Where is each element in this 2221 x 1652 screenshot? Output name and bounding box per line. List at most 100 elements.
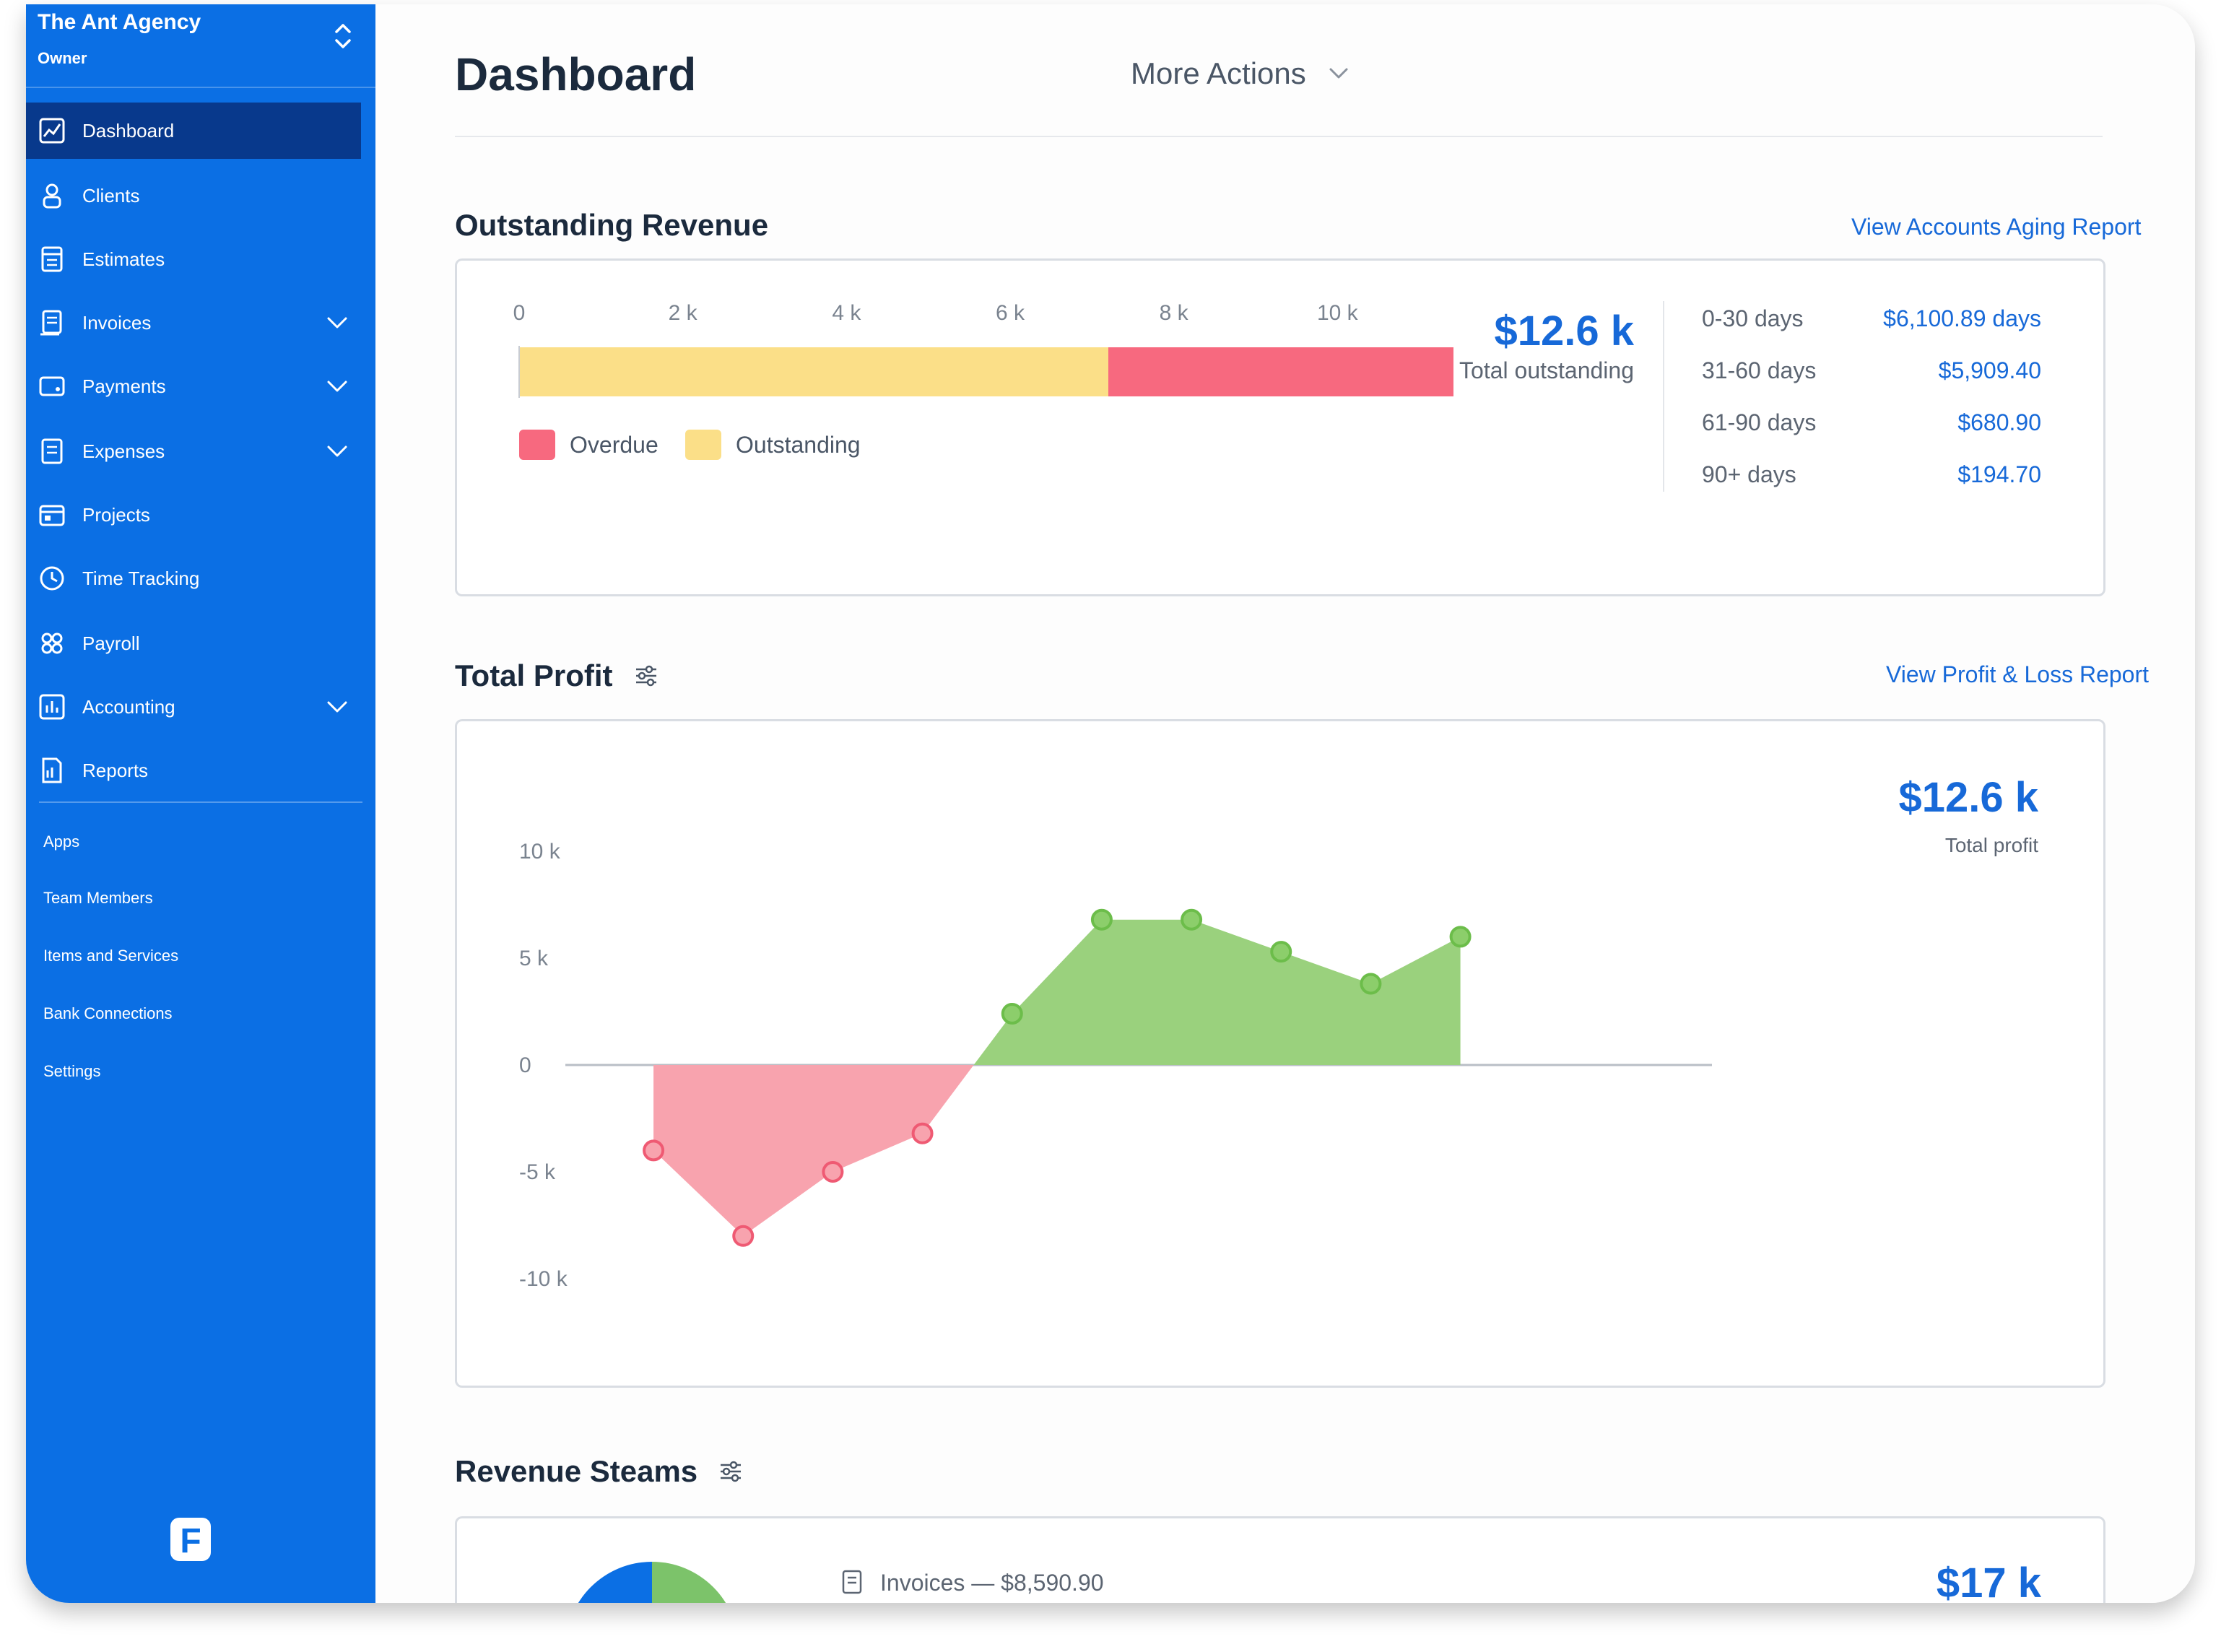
- more-actions-button[interactable]: More Actions: [1131, 56, 1351, 91]
- aging-label: 61-90 days: [1702, 409, 1817, 435]
- sidebar-item-payments[interactable]: Payments: [26, 358, 361, 414]
- outstanding-swatch: [685, 430, 721, 460]
- sidebar-item-invoices[interactable]: Invoices: [26, 295, 361, 351]
- sidebar-item-time-tracking[interactable]: Time Tracking: [26, 550, 361, 607]
- sidebar-item-label: Time Tracking: [82, 567, 200, 589]
- total-profit-card: 10 k5 k0-5 k-10 k-15 kJANFEBMARAPRMAYJUN…: [455, 719, 2105, 1388]
- data-point[interactable]: [732, 1225, 755, 1247]
- revenue-streams-card: Invoices — $8,590.90 $17 k: [455, 1516, 2105, 1603]
- bar-x-tick: 2 k: [669, 301, 698, 325]
- chevron-down-icon[interactable]: [325, 312, 349, 334]
- chevron-down-icon[interactable]: [325, 375, 349, 397]
- total-outstanding-amount: $12.6 k: [1494, 308, 1634, 355]
- data-point[interactable]: [643, 1139, 665, 1162]
- aging-value[interactable]: $5,909.40: [1938, 357, 2041, 383]
- sidebar-link-team-members[interactable]: Team Members: [43, 889, 153, 907]
- y-tick-label: 5 k: [519, 947, 549, 970]
- aging-divider: [1663, 301, 1664, 492]
- sidebar-item-label: Invoices: [82, 311, 152, 334]
- outstanding-revenue-title: Outstanding Revenue: [455, 208, 768, 243]
- legend-outstanding: Outstanding: [685, 430, 861, 460]
- aging-value[interactable]: $680.90: [1957, 409, 2041, 435]
- expenses-icon: [41, 438, 63, 464]
- bar-x-tick: 8 k: [1160, 301, 1189, 325]
- bar-segment-outstanding[interactable]: [519, 347, 1108, 396]
- legend-overdue-label: Overdue: [570, 431, 659, 458]
- main-content: Dashboard More Actions Outstanding Reven…: [375, 4, 2195, 1603]
- clock-icon: [40, 566, 64, 591]
- y-tick-label: 0: [519, 1053, 531, 1077]
- revenue-pie-chart: [578, 1562, 726, 1603]
- aging-label: 31-60 days: [1702, 357, 1817, 383]
- sidebar-item-projects[interactable]: Projects: [26, 487, 361, 543]
- view-aging-report-link[interactable]: View Accounts Aging Report: [1851, 214, 2142, 240]
- projects-icon: [39, 505, 65, 526]
- sidebar-item-payroll[interactable]: Payroll: [26, 615, 361, 671]
- invoice-icon: [842, 1570, 862, 1594]
- sidebar-divider: [39, 801, 362, 803]
- more-actions-label: More Actions: [1131, 56, 1306, 90]
- total-profit-title: Total Profit: [455, 658, 659, 693]
- total-profit-amount: $12.6 k: [1898, 774, 2038, 821]
- sidebar-item-reports[interactable]: Reports: [26, 742, 361, 799]
- sidebar-item-label: Estimates: [82, 248, 165, 270]
- brand-logo-icon: F: [170, 1518, 211, 1561]
- aging-label: 0-30 days: [1702, 305, 1804, 331]
- estimates-icon: [41, 246, 63, 272]
- invoices-stream-row: Invoices — $8,590.90: [840, 1569, 1104, 1596]
- data-point[interactable]: [822, 1161, 844, 1183]
- chevron-down-icon[interactable]: [325, 440, 349, 462]
- invoices-stream-label: Invoices — $8,590.90: [880, 1569, 1104, 1596]
- sidebar-item-label: Expenses: [82, 440, 165, 462]
- sidebar-item-estimates[interactable]: Estimates: [26, 231, 361, 287]
- chart-icon: [39, 118, 65, 144]
- aging-value[interactable]: $194.70: [1957, 461, 2041, 487]
- sidebar-link-settings[interactable]: Settings: [43, 1062, 101, 1080]
- page-title: Dashboard: [455, 48, 697, 100]
- data-point[interactable]: [1090, 908, 1113, 931]
- sidebar-link-items-and-services[interactable]: Items and Services: [43, 947, 179, 965]
- revenue-total-amount: $17 k: [1936, 1560, 2041, 1603]
- outstanding-revenue-card: 0 2 k 4 k 6 k 8 k 10 k Overdue Outstanding $1…: [455, 258, 2105, 596]
- sidebar-item-label: Clients: [82, 184, 140, 206]
- sidebar-link-bank-connections[interactable]: Bank Connections: [43, 1004, 173, 1022]
- data-point[interactable]: [911, 1122, 934, 1144]
- data-point[interactable]: [1270, 941, 1292, 963]
- filter-settings-icon[interactable]: [718, 1458, 744, 1484]
- sidebar-item-dashboard[interactable]: Dashboard: [26, 103, 361, 159]
- loss-area: [653, 1065, 974, 1236]
- app-window: The Ant Agency Owner Dashboard Clients Est…: [26, 4, 2195, 1603]
- org-switcher[interactable]: The Ant Agency Owner: [32, 7, 364, 82]
- total-profit-label: Total profit: [1944, 834, 2038, 856]
- bar-segment-overdue[interactable]: [1108, 347, 1453, 396]
- section-title-text: Revenue Steams: [455, 1454, 698, 1488]
- data-point[interactable]: [1449, 926, 1472, 948]
- data-point[interactable]: [1181, 908, 1203, 931]
- sidebar-item-clients[interactable]: Clients: [26, 168, 361, 224]
- aging-value[interactable]: $6,100.89 days: [1883, 305, 2041, 331]
- data-point[interactable]: [1001, 1002, 1023, 1025]
- legend-outstanding-label: Outstanding: [736, 431, 861, 458]
- legend-overdue: Overdue: [519, 430, 659, 460]
- sidebar-item-expenses[interactable]: Expenses: [26, 423, 361, 479]
- header-divider: [455, 136, 2103, 137]
- profit-area-chart: 10 k5 k0-5 k-10 k-15 kJANFEBMARAPRMAYJUN…: [519, 840, 1712, 1291]
- revenue-streams-title: Revenue Steams: [455, 1454, 744, 1489]
- data-point[interactable]: [1360, 973, 1382, 995]
- sidebar-item-label: Dashboard: [82, 119, 175, 142]
- filter-settings-icon[interactable]: [633, 663, 659, 689]
- sidebar-link-apps[interactable]: Apps: [43, 832, 80, 851]
- bar-x-tick: 6 k: [996, 301, 1025, 325]
- org-role: Owner: [38, 49, 87, 67]
- sidebar-item-label: Reports: [82, 759, 149, 781]
- y-tick-label: -5 k: [519, 1160, 556, 1184]
- org-name: The Ant Agency: [38, 10, 201, 34]
- chevron-down-icon: [1329, 68, 1348, 79]
- chevron-down-icon[interactable]: [325, 696, 349, 718]
- bar-x-tick: 10 k: [1317, 301, 1359, 325]
- up-down-chevron-icon[interactable]: [332, 20, 354, 52]
- sidebar-item-accounting[interactable]: Accounting: [26, 679, 361, 735]
- sidebar-item-label: Payroll: [82, 632, 140, 654]
- overdue-swatch: [519, 430, 555, 460]
- view-profit-loss-link[interactable]: View Profit & Loss Report: [1886, 661, 2150, 687]
